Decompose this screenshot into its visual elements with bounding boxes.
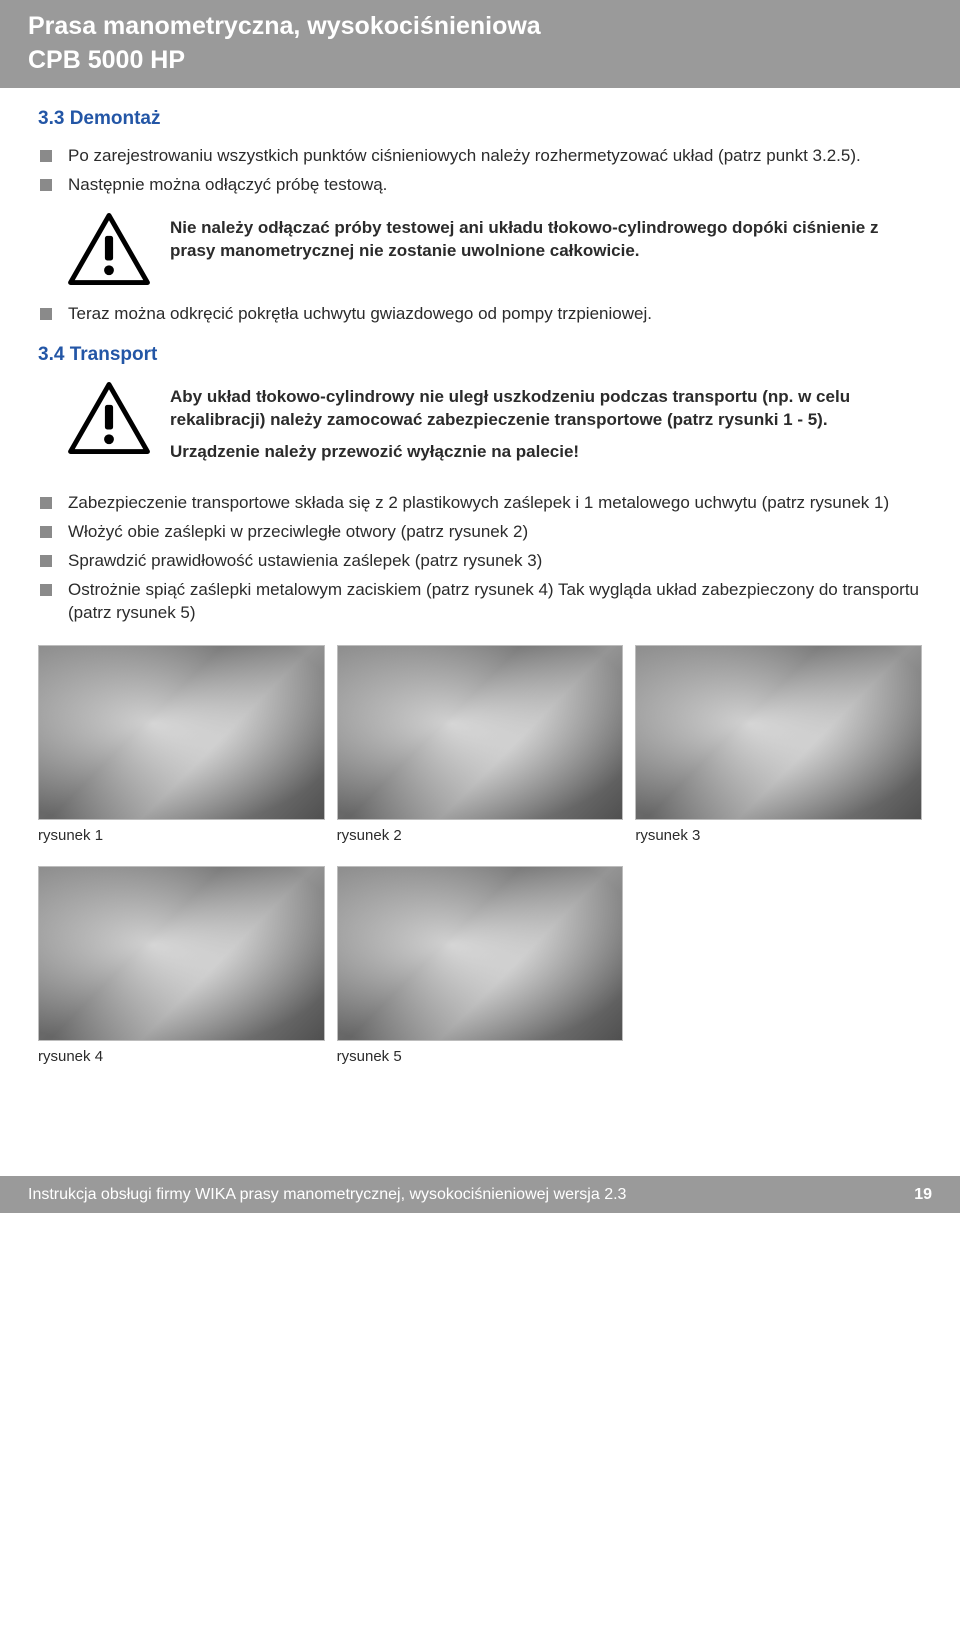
list-item: Teraz można odkręcić pokrętła uchwytu gw…	[38, 303, 922, 326]
page-footer: Instrukcja obsługi firmy WIKA prasy mano…	[0, 1176, 960, 1214]
list-item: Sprawdzić prawidłowość ustawienia zaślep…	[38, 550, 922, 573]
warning-paragraph: Nie należy odłączać próby testowej ani u…	[170, 217, 922, 263]
figure-caption: rysunek 3	[635, 822, 922, 846]
list-item: Ostrożnie spiąć zaślepki metalowym zacis…	[38, 579, 922, 625]
figure-caption: rysunek 2	[337, 822, 624, 846]
figure-caption: rysunek 4	[38, 1043, 325, 1067]
header-subtitle: CPB 5000 HP	[28, 44, 932, 78]
page-header: Prasa manometryczna, wysokociśnieniowa C…	[0, 0, 960, 88]
figure-row-1	[38, 645, 922, 820]
list-item: Następnie można odłączyć próbę testową.	[38, 174, 922, 197]
page-content: 3.3 Demontaż Po zarejestrowaniu wszystki…	[0, 88, 960, 1116]
header-title: Prasa manometryczna, wysokociśnieniowa	[28, 10, 932, 44]
footer-page-number: 19	[914, 1184, 932, 1206]
warning-text: Nie należy odłączać próby testowej ani u…	[170, 213, 922, 273]
figure-caption-row-2: rysunek 4 rysunek 5	[38, 1043, 922, 1067]
warning-paragraph: Urządzenie należy przewozić wyłącznie na…	[170, 441, 922, 464]
figure-row-2	[38, 866, 922, 1041]
warning-paragraph: Aby układ tłokowo-cylindrowy nie uległ u…	[170, 386, 922, 432]
figure-image-3	[635, 645, 922, 820]
bullet-list: Teraz można odkręcić pokrętła uchwytu gw…	[38, 303, 922, 326]
bullet-list: Po zarejestrowaniu wszystkich punktów ci…	[38, 145, 922, 197]
figure-caption: rysunek 5	[337, 1043, 624, 1067]
section-heading-3-4: 3.4 Transport	[38, 342, 922, 368]
figure-caption-row-1: rysunek 1 rysunek 2 rysunek 3	[38, 822, 922, 846]
figure-image-2	[337, 645, 624, 820]
section-heading-3-3: 3.3 Demontaż	[38, 106, 922, 132]
figure-image-1	[38, 645, 325, 820]
warning-triangle-icon	[68, 382, 150, 454]
footer-text: Instrukcja obsługi firmy WIKA prasy mano…	[28, 1184, 626, 1206]
warning-block: Nie należy odłączać próby testowej ani u…	[38, 213, 922, 285]
warning-triangle-icon	[68, 213, 150, 285]
figure-image-5	[337, 866, 624, 1041]
figure-image-4	[38, 866, 325, 1041]
bullet-list: Zabezpieczenie transportowe składa się z…	[38, 492, 922, 625]
warning-block: Aby układ tłokowo-cylindrowy nie uległ u…	[38, 382, 922, 475]
warning-text: Aby układ tłokowo-cylindrowy nie uległ u…	[170, 382, 922, 475]
figure-caption: rysunek 1	[38, 822, 325, 846]
list-item: Po zarejestrowaniu wszystkich punktów ci…	[38, 145, 922, 168]
list-item: Zabezpieczenie transportowe składa się z…	[38, 492, 922, 515]
list-item: Włożyć obie zaślepki w przeciwległe otwo…	[38, 521, 922, 544]
